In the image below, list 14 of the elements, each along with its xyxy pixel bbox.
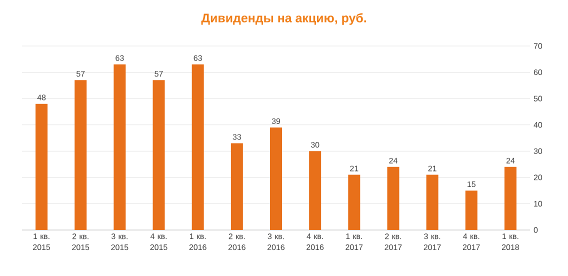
bar bbox=[387, 166, 400, 230]
bar bbox=[426, 174, 438, 230]
bar bbox=[465, 190, 478, 230]
bar bbox=[348, 174, 360, 230]
bar bbox=[114, 64, 126, 230]
bar bbox=[152, 80, 165, 230]
bar bbox=[309, 151, 322, 230]
bar bbox=[36, 104, 48, 230]
bar bbox=[230, 143, 243, 230]
bar bbox=[74, 80, 87, 230]
bar bbox=[270, 127, 282, 230]
bar bbox=[192, 64, 204, 230]
chart-title: Дивиденды на акцию, руб. bbox=[201, 13, 366, 25]
bar bbox=[504, 166, 516, 230]
